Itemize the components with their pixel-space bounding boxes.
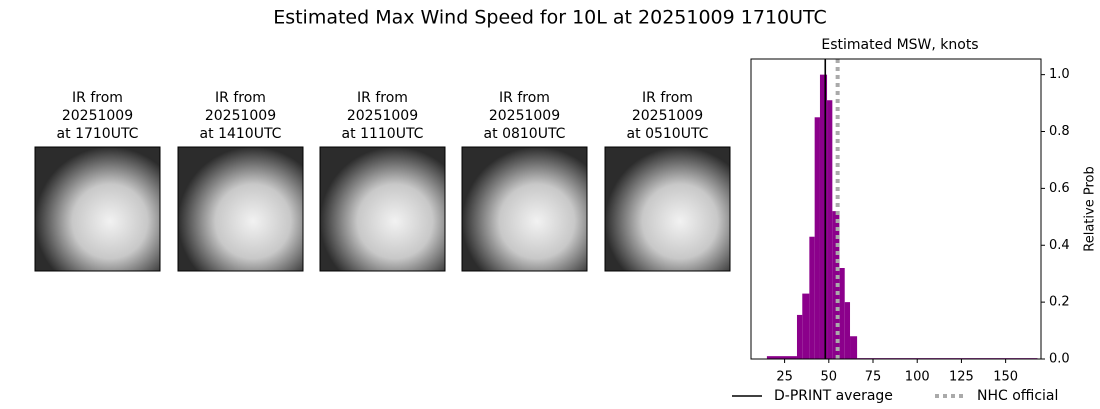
panel-label: 20251009: [632, 108, 703, 124]
page-title: Estimated Max Wind Speed for 10L at 2025…: [273, 7, 827, 29]
panel-label: IR from: [499, 90, 550, 106]
chart-title: Estimated MSW, knots: [821, 37, 978, 53]
panel-label: at 1710UTC: [57, 126, 139, 142]
panel-label: at 0810UTC: [484, 126, 566, 142]
panel-label: IR from: [357, 90, 408, 106]
panel-label: 20251009: [62, 108, 133, 124]
y-tick-label: 1.0: [1049, 67, 1070, 82]
y-tick-label: 0.0: [1049, 352, 1070, 367]
bar: [839, 268, 845, 359]
y-tick-label: 0.2: [1049, 295, 1070, 310]
x-tick-label: 50: [821, 370, 838, 385]
plot-frame: [750, 58, 1042, 360]
y-tick-label: 0.4: [1049, 238, 1070, 253]
panel-label: 20251009: [489, 108, 560, 124]
x-tick-label: 75: [865, 370, 882, 385]
panel-label: IR from: [215, 90, 266, 106]
panel-label: 20251009: [205, 108, 276, 124]
bar: [844, 302, 851, 359]
legend-label: D-PRINT average: [774, 388, 893, 404]
x-tick-label: 25: [776, 370, 793, 385]
legend-label: NHC official: [977, 388, 1058, 404]
bar: [850, 336, 858, 359]
x-tick-label: 100: [905, 370, 930, 385]
y-axis-label: Relative Prob: [1083, 166, 1098, 251]
panel-label: at 0510UTC: [627, 126, 709, 142]
ir-image: [177, 146, 304, 272]
ir-image: [319, 146, 446, 272]
bar: [809, 236, 815, 359]
panel-label: IR from: [72, 90, 123, 106]
bar: [827, 100, 833, 359]
bar: [766, 356, 797, 359]
panel-label: at 1410UTC: [200, 126, 282, 142]
ir-image: [461, 146, 588, 272]
bar: [802, 293, 810, 359]
y-tick-label: 0.8: [1049, 124, 1070, 139]
ir-image: [604, 146, 731, 272]
bar: [814, 117, 820, 359]
panel-label: IR from: [642, 90, 693, 106]
x-tick-label: 150: [993, 370, 1018, 385]
panel-label: at 1110UTC: [342, 126, 424, 142]
ir-image: [34, 146, 161, 272]
panel-label: 20251009: [347, 108, 418, 124]
bar: [796, 314, 803, 359]
x-tick-label: 125: [949, 370, 974, 385]
y-tick-label: 0.6: [1049, 181, 1070, 196]
bar: [819, 74, 828, 360]
